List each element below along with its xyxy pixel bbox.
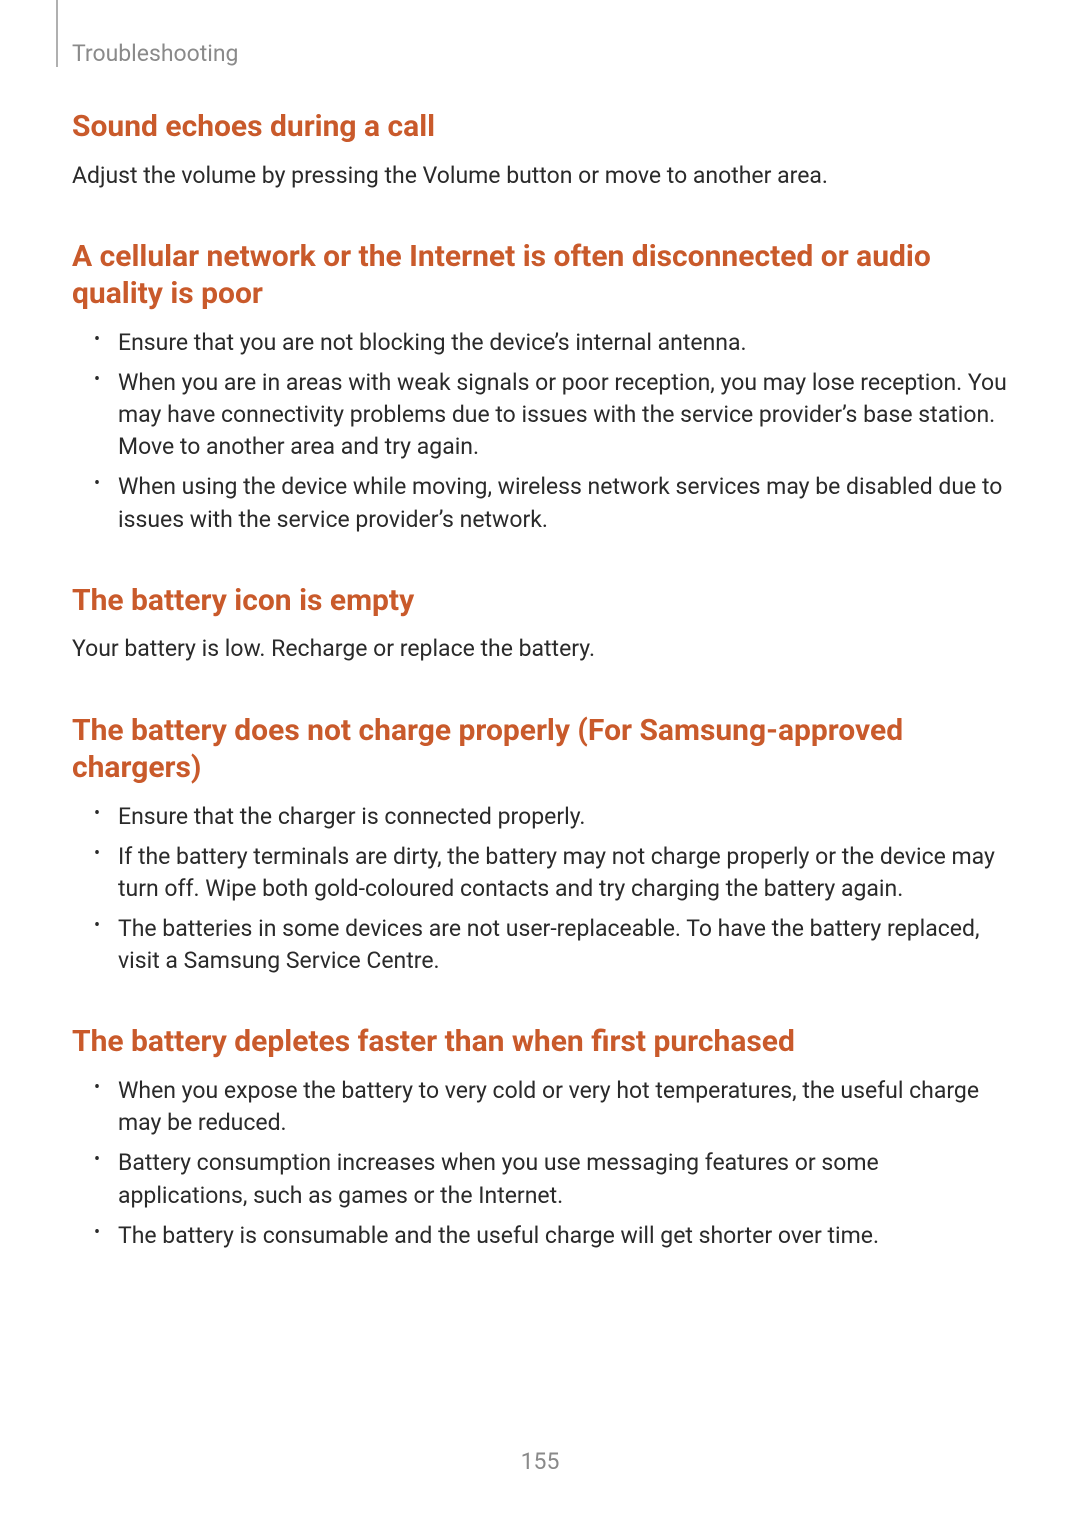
- list-item: When you are in areas with weak signals …: [72, 367, 1012, 464]
- list-item: The battery is consumable and the useful…: [72, 1220, 1012, 1252]
- bullet-list: Ensure that the charger is connected pro…: [72, 801, 1012, 978]
- bullet-list: When you expose the battery to very cold…: [72, 1075, 1012, 1252]
- section-title-battery-not-charging: The battery does not charge properly (Fo…: [72, 712, 1012, 787]
- section-body: Adjust the volume by pressing the Volume…: [72, 160, 1012, 192]
- list-item: Ensure that the charger is connected pro…: [72, 801, 1012, 833]
- section-title-sound-echoes: Sound echoes during a call: [72, 108, 1012, 146]
- list-item: The batteries in some devices are not us…: [72, 913, 1012, 977]
- list-item: When using the device while moving, wire…: [72, 471, 1012, 535]
- list-item: If the battery terminals are dirty, the …: [72, 841, 1012, 905]
- list-item: Ensure that you are not blocking the dev…: [72, 327, 1012, 359]
- header-vertical-rule: [56, 0, 58, 67]
- section-title-battery-depletes: The battery depletes faster than when fi…: [72, 1023, 1012, 1061]
- section-body: Your battery is low. Recharge or replace…: [72, 633, 1012, 665]
- list-item: Battery consumption increases when you u…: [72, 1147, 1012, 1211]
- list-item: When you expose the battery to very cold…: [72, 1075, 1012, 1139]
- breadcrumb: Troubleshooting: [72, 40, 238, 67]
- page-number: 155: [0, 1448, 1080, 1475]
- page-content: Sound echoes during a call Adjust the vo…: [72, 108, 1012, 1298]
- bullet-list: Ensure that you are not blocking the dev…: [72, 327, 1012, 536]
- section-title-battery-empty: The battery icon is empty: [72, 582, 1012, 620]
- section-title-network-disconnected: A cellular network or the Internet is of…: [72, 238, 1012, 313]
